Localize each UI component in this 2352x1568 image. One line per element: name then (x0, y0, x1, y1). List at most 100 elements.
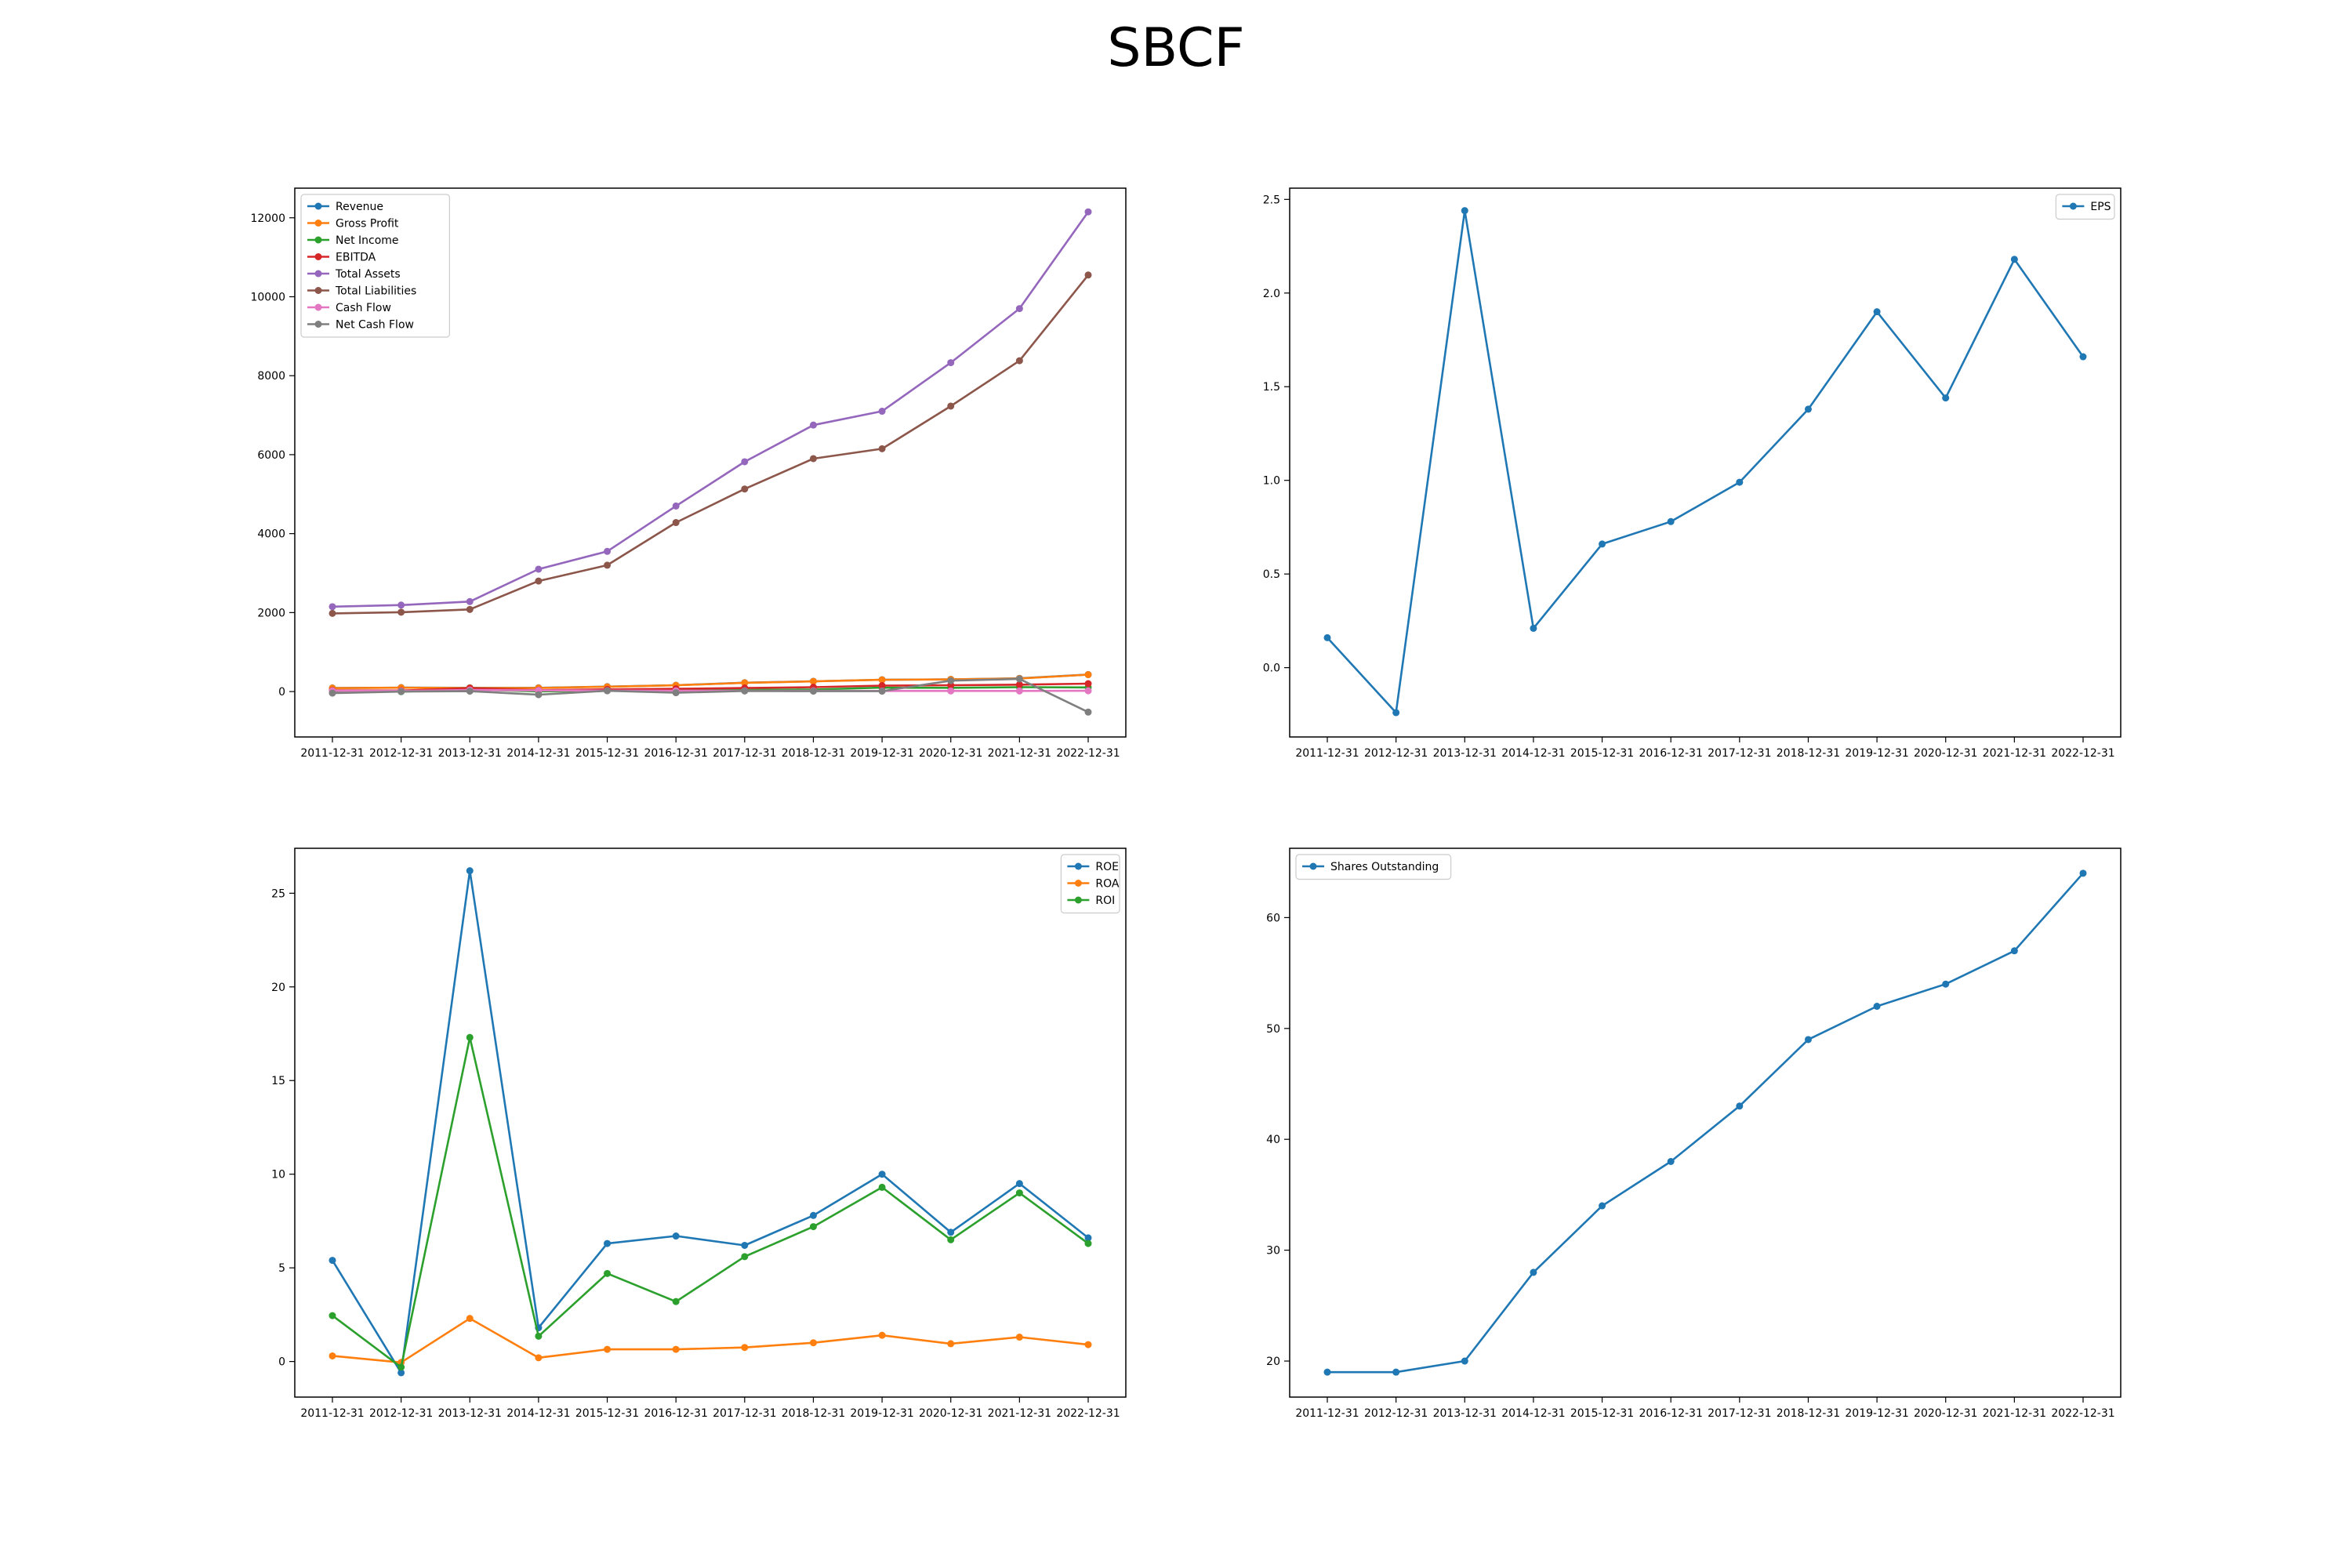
legend-marker (314, 321, 322, 328)
data-point-roe (1015, 1180, 1023, 1188)
x-tick-label: 2020-12-31 (919, 747, 982, 760)
data-point-roe (741, 1241, 749, 1249)
legend-label: Revenue (336, 201, 383, 213)
legend-marker (1309, 862, 1317, 870)
legend-marker (1074, 880, 1082, 887)
data-point-total-assets (809, 421, 817, 429)
x-tick-label: 2014-12-31 (506, 747, 570, 760)
x-tick-label: 2016-12-31 (1639, 1407, 1702, 1420)
x-tick-label: 2015-12-31 (575, 1407, 639, 1420)
x-tick-label: 2021-12-31 (988, 747, 1051, 760)
plot-frame (1289, 848, 2122, 1398)
legend-marker (1074, 896, 1082, 904)
data-point-shares-outstanding (1461, 1357, 1468, 1365)
x-tick-label: 2020-12-31 (1914, 747, 1977, 760)
data-point-shares-outstanding (1392, 1368, 1400, 1376)
data-point-roa (604, 1345, 612, 1353)
figure-title: SBCF (1107, 17, 1245, 79)
data-point-roi (604, 1269, 612, 1277)
data-point-shares-outstanding (1323, 1368, 1331, 1376)
data-point-total-liabilities (466, 605, 474, 613)
data-point-eps (1392, 709, 1400, 717)
data-point-roi (672, 1298, 680, 1305)
data-point-total-assets (328, 603, 336, 611)
data-point-eps (2079, 353, 2087, 361)
x-tick-label: 2011-12-31 (1295, 747, 1359, 760)
data-point-total-assets (947, 359, 955, 367)
data-point-roe (328, 1257, 336, 1265)
x-tick-label: 2011-12-31 (300, 1407, 364, 1420)
data-point-gross-profit (809, 677, 817, 685)
data-point-shares-outstanding (1530, 1269, 1537, 1276)
data-point-cash-flow (1015, 687, 1023, 695)
data-point-ebitda (878, 682, 886, 690)
y-tick-label: 2.0 (1263, 288, 1280, 300)
data-point-eps (1323, 633, 1331, 641)
x-tick-label: 2018-12-31 (1777, 1407, 1840, 1420)
x-tick-label: 2016-12-31 (1639, 747, 1702, 760)
y-tick-label: 0 (278, 686, 285, 699)
legend-box (2055, 194, 2115, 220)
x-tick-label: 2015-12-31 (1570, 1407, 1634, 1420)
data-point-roe (1084, 1234, 1092, 1242)
data-point-roi (328, 1312, 336, 1319)
legend-label: Net Cash Flow (336, 319, 414, 332)
data-point-roe (878, 1171, 886, 1178)
legend-label: Shares Outstanding (1330, 861, 1439, 873)
data-point-net-cash-flow (947, 677, 955, 684)
data-point-roa (672, 1345, 680, 1353)
legend: ROE ROA ROI (1060, 854, 1120, 914)
y-tick-label: 40 (1266, 1134, 1280, 1146)
legend-marker (314, 220, 322, 227)
data-point-roi (466, 1033, 474, 1041)
data-point-roa (1084, 1341, 1092, 1348)
data-point-shares-outstanding (1599, 1202, 1606, 1210)
series-line-roa (332, 1317, 1089, 1364)
legend-label: ROA (1095, 878, 1120, 891)
x-tick-label: 2017-12-31 (713, 1407, 776, 1420)
legend-label: EPS (2090, 201, 2111, 213)
y-tick-label: 6000 (257, 449, 285, 462)
series-line-roe (331, 869, 1089, 1374)
data-point-cash-flow (1084, 687, 1092, 695)
y-tick-label: 2.5 (1263, 194, 1280, 206)
y-tick-label: 60 (1266, 912, 1280, 924)
data-point-roi (809, 1223, 817, 1231)
x-tick-label: 2019-12-31 (1845, 747, 1908, 760)
data-point-eps (1804, 405, 1812, 413)
data-point-shares-outstanding (1667, 1157, 1675, 1165)
x-tick-label: 2021-12-31 (988, 1407, 1051, 1420)
chart-eps: 2011-12-31 2012-12-31 2013-12-31 2014-12-31… (1263, 187, 2122, 760)
x-tick-label: 2014-12-31 (506, 1407, 570, 1420)
x-tick-label: 2020-12-31 (1914, 1407, 1977, 1420)
x-tick-label: 2013-12-31 (438, 747, 502, 760)
data-point-roi (878, 1183, 886, 1191)
y-tick-label: 1.0 (1263, 475, 1280, 488)
x-tick-label: 2012-12-31 (1364, 747, 1428, 760)
data-point-roi (741, 1253, 749, 1261)
data-point-total-liabilities (878, 445, 886, 452)
data-point-shares-outstanding (1804, 1036, 1812, 1044)
y-tick-label: 50 (1266, 1023, 1280, 1036)
legend-label: Total Liabilities (335, 285, 416, 298)
y-tick-label: 25 (271, 887, 285, 900)
data-point-eps (1461, 207, 1468, 215)
x-tick-label: 2019-12-31 (850, 747, 913, 760)
data-point-total-assets (535, 565, 543, 573)
data-point-net-cash-flow (878, 688, 886, 695)
chart-returns: 2011-12-31 2012-12-31 2013-12-31 2014-12-31… (271, 848, 1127, 1420)
data-point-total-assets (1084, 208, 1092, 216)
data-point-eps (2010, 256, 2018, 263)
x-tick-label: 2020-12-31 (919, 1407, 982, 1420)
x-tick-label: 2017-12-31 (713, 747, 776, 760)
legend-box (1295, 854, 1452, 880)
series-line-cash-flow (332, 688, 1089, 692)
x-tick-label: 2016-12-31 (644, 1407, 707, 1420)
legend-marker (314, 236, 322, 244)
legend: EPS (2055, 194, 2115, 220)
legend-label: Cash Flow (336, 302, 391, 314)
x-tick-label: 2015-12-31 (575, 747, 639, 760)
data-point-net-cash-flow (397, 688, 405, 695)
y-tick-label: 20 (271, 982, 285, 994)
legend-marker (314, 270, 322, 278)
